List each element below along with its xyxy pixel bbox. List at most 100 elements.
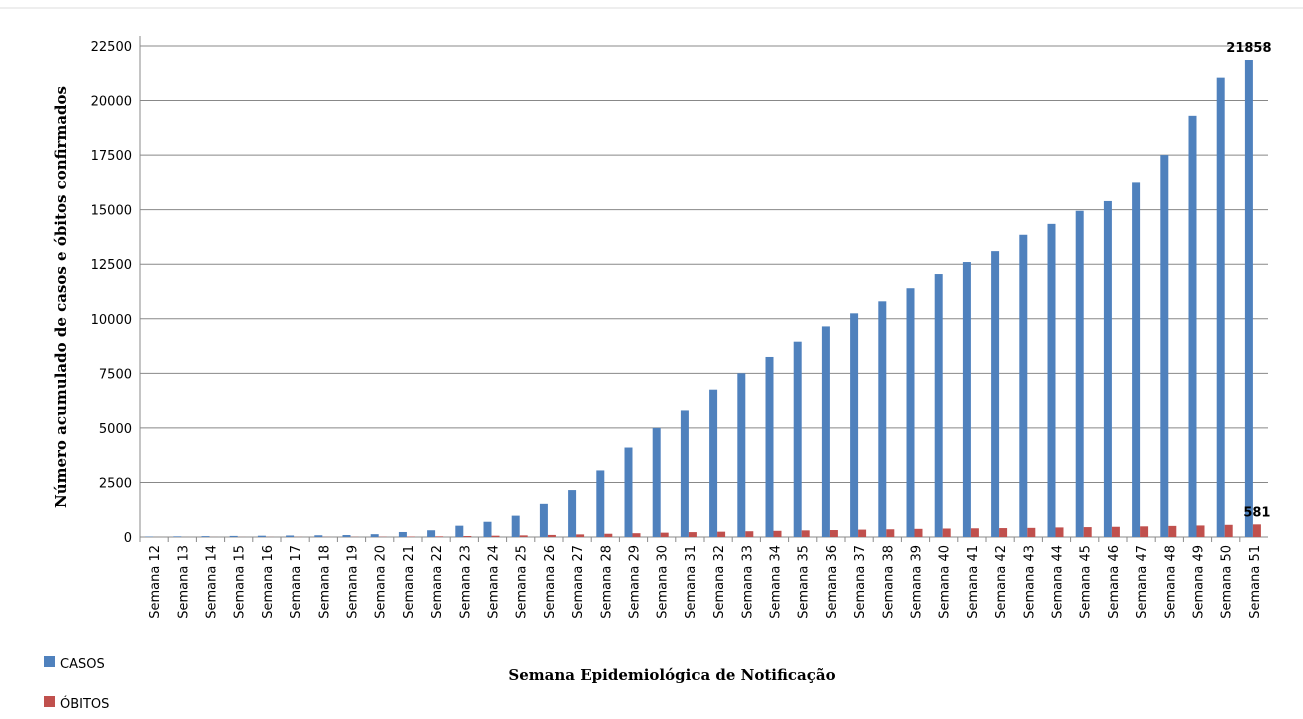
bar — [258, 536, 266, 537]
x-tick-label: Semana 38 — [881, 545, 896, 619]
y-axis-title: Número acumulado de casos e óbitos confi… — [52, 86, 70, 508]
bar — [540, 504, 548, 537]
bar — [774, 531, 782, 537]
bar — [709, 390, 717, 537]
x-tick-label: Semana 39 — [910, 545, 925, 619]
x-tick-label: Semana 14 — [205, 545, 220, 619]
x-tick-label: Semana 44 — [1051, 545, 1066, 619]
bar — [971, 528, 979, 537]
x-tick-label: Semana 45 — [1079, 545, 1094, 619]
y-tick-label: 0 — [124, 531, 132, 546]
bar — [907, 288, 915, 537]
bar — [999, 528, 1007, 537]
legend-swatch — [44, 656, 55, 667]
bar — [492, 536, 500, 537]
x-tick-label: Semana 43 — [1022, 545, 1037, 619]
bar — [1140, 526, 1148, 537]
x-tick-label: Semana 25 — [515, 545, 530, 619]
bar — [371, 534, 379, 537]
x-tick-label: Semana 22 — [430, 545, 445, 619]
x-tick-label: Semana 17 — [289, 545, 304, 619]
bar — [681, 410, 689, 537]
x-tick-label: Semana 29 — [628, 545, 643, 619]
bar — [886, 529, 894, 537]
bar — [822, 326, 830, 537]
y-tick-label: 7500 — [99, 367, 132, 382]
bar — [548, 535, 556, 537]
x-tick-label: Semana 31 — [684, 545, 699, 619]
bar — [1132, 182, 1140, 537]
x-tick-label: Semana 47 — [1135, 545, 1150, 619]
y-tick-label: 2500 — [99, 476, 132, 491]
bar — [596, 470, 604, 537]
bar — [399, 532, 407, 537]
bar — [661, 533, 669, 537]
bar — [435, 536, 443, 537]
x-tick-label: Semana 42 — [994, 545, 1009, 619]
bar — [991, 251, 999, 537]
x-tick-label: Semana 51 — [1248, 545, 1263, 619]
bar — [484, 522, 492, 537]
bar — [1253, 524, 1261, 537]
x-tick-label: Semana 41 — [966, 545, 981, 619]
bar — [633, 533, 641, 537]
bar — [802, 530, 810, 537]
x-tick-label: Semana 21 — [402, 545, 417, 619]
x-tick-label: Semana 13 — [176, 545, 191, 619]
bar — [1189, 116, 1197, 537]
x-tick-label: Semana 12 — [148, 545, 163, 619]
y-tick-label: 12500 — [91, 258, 132, 273]
legend-label: ÓBITOS — [60, 696, 109, 712]
bar — [625, 448, 633, 537]
bar — [745, 531, 753, 537]
bar — [1104, 201, 1112, 537]
y-tick-label: 22500 — [91, 40, 132, 55]
bar — [1217, 78, 1225, 537]
bar — [737, 373, 745, 537]
bar — [1225, 525, 1233, 537]
y-tick-label: 20000 — [91, 95, 132, 110]
x-tick-label: Semana 24 — [487, 545, 502, 619]
x-tick-label: Semana 50 — [1220, 545, 1235, 619]
bar — [1112, 527, 1120, 537]
x-tick-label: Semana 49 — [1192, 545, 1207, 619]
bar — [202, 536, 210, 537]
x-tick-label: Semana 26 — [543, 545, 558, 619]
bar — [1048, 224, 1056, 537]
y-tick-label: 15000 — [91, 204, 132, 219]
bar — [794, 342, 802, 537]
bar — [230, 536, 238, 537]
bar — [1076, 211, 1084, 537]
x-tick-label: Semana 33 — [740, 545, 755, 619]
x-tick-label: Semana 48 — [1163, 545, 1178, 619]
bar — [878, 301, 886, 537]
bar — [463, 536, 471, 537]
bar — [963, 262, 971, 537]
bar — [943, 528, 951, 537]
data-label: 581 — [1243, 505, 1270, 520]
x-tick-label: Semana 27 — [571, 545, 586, 619]
x-tick-label: Semana 15 — [233, 545, 248, 619]
x-tick-label: Semana 23 — [458, 545, 473, 619]
x-tick-label: Semana 34 — [769, 545, 784, 619]
x-tick-label: Semana 46 — [1107, 545, 1122, 619]
bar — [915, 529, 923, 537]
bar — [512, 516, 520, 537]
bar — [766, 357, 774, 537]
bar — [576, 534, 584, 537]
bar — [427, 530, 435, 537]
bar — [343, 535, 351, 537]
x-tick-label: Semana 35 — [797, 545, 812, 619]
bar — [568, 490, 576, 537]
bar — [717, 532, 725, 537]
bar — [1056, 527, 1064, 537]
bar — [1168, 526, 1176, 537]
bar — [1084, 527, 1092, 537]
bar — [935, 274, 943, 537]
bar — [1027, 528, 1035, 537]
bar — [1197, 525, 1205, 537]
x-tick-label: Semana 30 — [656, 545, 671, 619]
bar — [858, 530, 866, 537]
bar — [286, 535, 294, 537]
